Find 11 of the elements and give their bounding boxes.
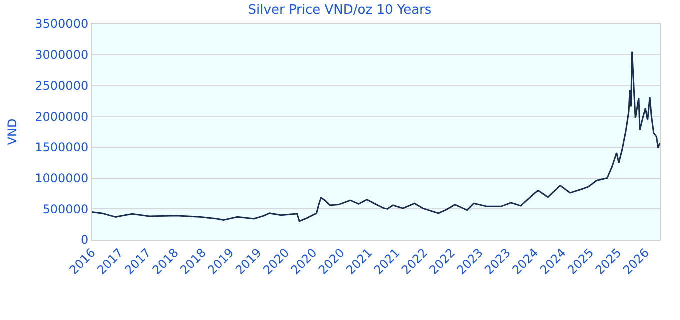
y-tick-label: 500000 — [42, 202, 89, 216]
y-tick-label: 0 — [80, 233, 89, 248]
y-tick-label: 2000000 — [35, 110, 89, 124]
line-series — [92, 51, 660, 222]
y-tick-label: 2500000 — [35, 78, 89, 93]
chart-title: Silver Price VND/oz 10 Years — [248, 2, 432, 18]
y-tick-label: 3500000 — [35, 17, 89, 32]
y-tick-label: 1500000 — [35, 140, 89, 155]
y-tick-label: 1000000 — [35, 171, 89, 186]
y-tick-label: 3000000 — [35, 48, 89, 62]
y-axis-title: VND — [5, 118, 20, 146]
